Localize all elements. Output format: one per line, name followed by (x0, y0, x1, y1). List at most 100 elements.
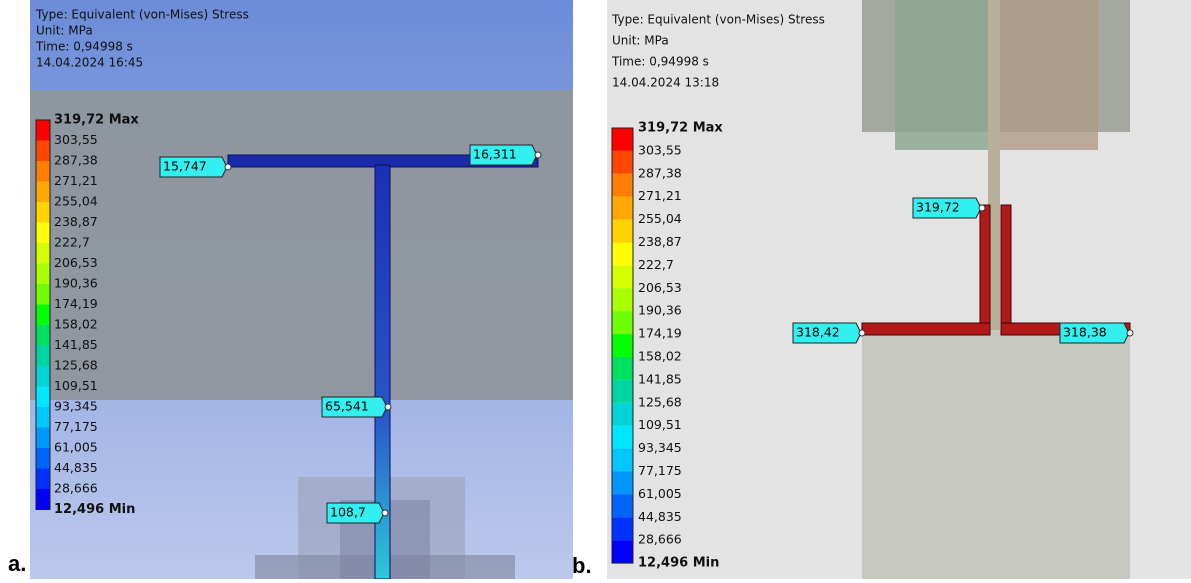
legend-label: 190,36 (638, 303, 682, 318)
legend-swatch (36, 141, 50, 162)
legend-label: 28,666 (638, 532, 682, 547)
legend-swatch (612, 174, 633, 197)
panel-a-scene (30, 0, 573, 579)
legend-swatch (36, 387, 50, 408)
legend-swatch (612, 380, 633, 403)
legend-swatch (612, 197, 633, 220)
probe-label: 16,311 (473, 147, 517, 162)
probe-label: 65,541 (325, 399, 369, 414)
legend-label: 44,835 (638, 509, 682, 524)
legend-swatch (36, 120, 50, 141)
legend-label: 238,87 (638, 234, 682, 249)
legend-swatch (612, 426, 633, 449)
probe-label: 319,72 (916, 200, 960, 215)
legend-label: 109,51 (638, 417, 682, 432)
legend-swatch (36, 202, 50, 223)
legend-label: 222,7 (638, 257, 674, 272)
legend-swatch (612, 151, 633, 174)
probe-label: 15,747 (163, 159, 207, 174)
header-line: Unit: MPa (36, 24, 93, 38)
legend-swatch (36, 366, 50, 387)
legend-swatch (36, 489, 50, 510)
legend-swatch (612, 494, 633, 517)
probe-point (1127, 330, 1133, 336)
header-line: 14.04.2024 13:18 (612, 76, 719, 90)
probe-point (979, 205, 985, 211)
legend-label: 303,55 (54, 132, 98, 147)
legend-swatch (612, 472, 633, 495)
probe-label: 108,7 (330, 505, 366, 520)
legend-label: 61,005 (54, 440, 98, 455)
legend-swatch (612, 403, 633, 426)
probe-point (535, 152, 541, 158)
legend-label: 77,175 (638, 463, 682, 478)
header-line: Unit: MPa (612, 34, 669, 48)
probe-point (225, 164, 231, 170)
legend-swatch (612, 540, 633, 563)
probe-point (385, 404, 391, 410)
legend-label: 271,21 (638, 188, 682, 203)
header-line: Type: Equivalent (von-Mises) Stress (35, 8, 249, 22)
legend-label: 125,68 (638, 394, 682, 409)
legend-label: 238,87 (54, 214, 98, 229)
legend-label: 158,02 (54, 317, 98, 332)
panel-label: b. (572, 553, 592, 578)
probe-label: 318,42 (796, 325, 840, 340)
legend-swatch (612, 334, 633, 357)
legend-label: 93,345 (638, 440, 682, 455)
legend-swatch (36, 346, 50, 367)
legend-swatch (612, 288, 633, 311)
figure: Type: Equivalent (von-Mises) Stress Unit:… (0, 0, 1191, 579)
legend-label: 206,53 (638, 280, 682, 295)
legend-swatch (612, 449, 633, 472)
legend-label: 44,835 (54, 460, 98, 475)
legend-swatch (612, 220, 633, 243)
legend-label: 158,02 (638, 349, 682, 364)
header-line: Time: 0,94998 s (611, 55, 709, 69)
header-line: Time: 0,94998 s (35, 40, 133, 54)
legend-label: 190,36 (54, 276, 98, 291)
legend-swatch (612, 243, 633, 266)
legend-swatch (612, 265, 633, 288)
probe-point (382, 510, 388, 516)
legend-swatch (36, 428, 50, 449)
header-line: Type: Equivalent (von-Mises) Stress (611, 13, 825, 27)
legend-label: 319,72 Max (638, 121, 723, 136)
header-line: 14.04.2024 16:45 (36, 56, 143, 70)
legend-label: 287,38 (638, 165, 682, 180)
legend-label: 109,51 (54, 378, 98, 393)
legend-label: 12,496 Min (638, 556, 719, 571)
legend-label: 61,005 (638, 486, 682, 501)
legend-label: 255,04 (638, 211, 682, 226)
legend-label: 255,04 (54, 194, 98, 209)
legend-swatch (612, 517, 633, 540)
legend-label: 125,68 (54, 358, 98, 373)
legend-label: 206,53 (54, 255, 98, 270)
legend-swatch (36, 448, 50, 469)
legend-swatch (36, 182, 50, 203)
legend-swatch (36, 243, 50, 264)
probe-label: 318,38 (1063, 325, 1107, 340)
legend-swatch (36, 223, 50, 244)
legend-label: 287,38 (54, 153, 98, 168)
legend-label: 28,666 (54, 481, 98, 496)
legend-swatch (36, 284, 50, 305)
legend-swatch (36, 264, 50, 285)
legend-label: 303,55 (638, 142, 682, 157)
legend-swatch (36, 161, 50, 182)
legend-label: 174,19 (54, 296, 98, 311)
probe-point (859, 330, 865, 336)
legend-label: 12,496 Min (54, 502, 135, 517)
legend-label: 77,175 (54, 419, 98, 434)
legend-label: 141,85 (54, 337, 98, 352)
legend-label: 174,19 (638, 326, 682, 341)
legend-label: 271,21 (54, 173, 98, 188)
legend-swatch (36, 469, 50, 490)
legend-swatch (612, 357, 633, 380)
legend-label: 222,7 (54, 235, 90, 250)
legend-swatch (612, 311, 633, 334)
legend-swatch (612, 128, 633, 151)
legend-swatch (36, 325, 50, 346)
legend-label: 319,72 Max (54, 113, 139, 128)
legend-label: 141,85 (638, 371, 682, 386)
